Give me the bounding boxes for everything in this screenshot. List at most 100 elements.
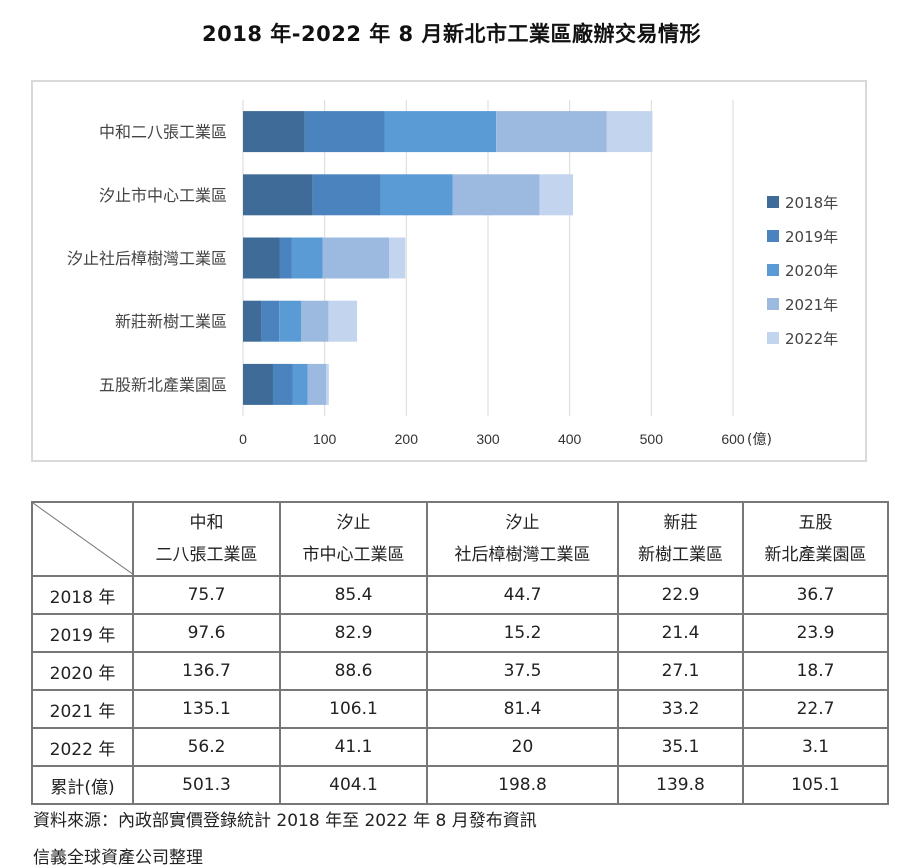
table-cell: 18.7 <box>742 651 889 691</box>
table-cell: 3.1 <box>742 727 889 767</box>
legend-swatch <box>767 196 779 208</box>
bar-segment <box>328 300 358 342</box>
legend-label: 2019年 <box>785 228 838 246</box>
table-cell: 136.7 <box>132 651 281 691</box>
x-tick-label: 300 <box>476 431 500 447</box>
legend-swatch <box>767 230 779 242</box>
legend-label: 2022年 <box>785 330 838 348</box>
category-label: 五股新北產業園區 <box>99 375 227 394</box>
row-label: 累計(億) <box>31 765 134 805</box>
table-cell: 44.7 <box>426 575 619 615</box>
bar-segment <box>452 174 540 216</box>
table-header-cell: 汐止 社后樟樹灣工業區 <box>426 501 619 577</box>
table-cell: 21.4 <box>617 613 744 653</box>
table-cell: 139.8 <box>617 765 744 805</box>
x-tick-label: 500 <box>640 431 664 447</box>
table-cell: 198.8 <box>426 765 619 805</box>
bar-segment <box>539 174 574 216</box>
legend-swatch <box>767 332 779 344</box>
table-corner-cell <box>31 501 134 577</box>
compiler-note: 信義全球資產公司整理 <box>33 848 203 868</box>
table-header-cell: 中和 二八張工業區 <box>132 501 281 577</box>
category-label: 汐止市中心工業區 <box>99 186 227 205</box>
bar-segment <box>322 237 390 279</box>
bar-segment <box>304 111 385 153</box>
table-header-cell: 五股 新北產業園區 <box>742 501 889 577</box>
table-cell: 23.9 <box>742 613 889 653</box>
table-row: 2021 年 135.1 106.1 81.4 33.2 22.7 <box>31 689 889 729</box>
table-row: 2020 年 136.7 88.6 37.5 27.1 18.7 <box>31 651 889 691</box>
bar-segment <box>243 237 280 279</box>
legend-swatch <box>767 298 779 310</box>
bar-segment <box>243 111 305 153</box>
row-label: 2019 年 <box>31 613 134 653</box>
table-cell: 135.1 <box>132 689 281 729</box>
table-row: 2019 年 97.6 82.9 15.2 21.4 23.9 <box>31 613 889 653</box>
x-tick-label: 200 <box>395 431 419 447</box>
category-label: 中和二八張工業區 <box>99 123 227 142</box>
table-header-row: 中和 二八張工業區 汐止 市中心工業區 汐止 社后樟樹灣工業區 新莊 新樹工業區 五股新… <box>31 501 889 577</box>
table-cell: 35.1 <box>617 727 744 767</box>
legend-swatch <box>767 264 779 276</box>
table-cell: 81.4 <box>426 689 619 729</box>
bar-segment <box>606 111 653 153</box>
x-tick-label: 100 <box>313 431 337 447</box>
bar-segment <box>291 237 323 279</box>
legend-label: 2018年 <box>785 194 838 212</box>
bar-segment <box>243 300 262 342</box>
diagonal-line <box>33 503 134 575</box>
category-label: 汐止社后樟樹灣工業區 <box>67 249 227 268</box>
bar-segment <box>389 237 406 279</box>
table-cell: 97.6 <box>132 613 281 653</box>
table-cell: 82.9 <box>279 613 428 653</box>
row-label: 2018 年 <box>31 575 134 615</box>
data-table: 中和 二八張工業區 汐止 市中心工業區 汐止 社后樟樹灣工業區 新莊 新樹工業區 五股新… <box>31 501 889 805</box>
table-cell: 37.5 <box>426 651 619 691</box>
table-header-cell: 汐止 市中心工業區 <box>279 501 428 577</box>
table-cell: 22.7 <box>742 689 889 729</box>
table-header-cell: 新莊 新樹工業區 <box>617 501 744 577</box>
table-cell: 33.2 <box>617 689 744 729</box>
bar-segment <box>384 111 497 153</box>
row-label: 2022 年 <box>31 727 134 767</box>
source-note: 資料來源：內政部實價登錄統計 2018 年至 2022 年 8 月發布資訊 <box>33 811 537 831</box>
bar-segment <box>326 363 329 405</box>
table-row: 2022 年 56.2 41.1 20 35.1 3.1 <box>31 727 889 767</box>
x-tick-label: 600 <box>721 431 745 447</box>
table-cell: 404.1 <box>279 765 428 805</box>
row-label: 2020 年 <box>31 651 134 691</box>
table-cell: 75.7 <box>132 575 281 615</box>
table-cell: 105.1 <box>742 765 889 805</box>
bar-segment <box>380 174 453 216</box>
table-cell: 88.6 <box>279 651 428 691</box>
bar-segment <box>312 174 381 216</box>
x-tick-label: 400 <box>558 431 582 447</box>
bar-segment <box>243 174 313 216</box>
bar-segment <box>301 300 329 342</box>
x-tick-label: 0 <box>239 431 247 447</box>
category-label: 新莊新樹工業區 <box>115 312 227 331</box>
x-unit-label: (億) <box>747 432 772 448</box>
bar-segment <box>243 363 273 405</box>
bar-segment <box>292 363 308 405</box>
table-cell: 27.1 <box>617 651 744 691</box>
bar-segment <box>279 300 302 342</box>
stacked-bar-chart: 0 100 200 300 400 500 600 (億) 中和二八張工業區汐止市中心工業區汐止… <box>67 100 838 448</box>
table-cell: 501.3 <box>132 765 281 805</box>
legend-label: 2021年 <box>785 296 838 314</box>
table-cell: 22.9 <box>617 575 744 615</box>
legend-label: 2020年 <box>785 262 838 280</box>
bar-segment <box>496 111 607 153</box>
bar-segment <box>307 363 327 405</box>
row-label: 2021 年 <box>31 689 134 729</box>
table-cell: 85.4 <box>279 575 428 615</box>
table-cell: 56.2 <box>132 727 281 767</box>
table-row: 2018 年 75.7 85.4 44.7 22.9 36.7 <box>31 575 889 615</box>
table-cell: 36.7 <box>742 575 889 615</box>
table-cell: 15.2 <box>426 613 619 653</box>
bar-segment <box>261 300 280 342</box>
chart-title: 2018 年-2022 年 8 月新北市工業區廠辦交易情形 <box>202 22 701 46</box>
bar-segment <box>279 237 292 279</box>
table-cell: 41.1 <box>279 727 428 767</box>
table-cell: 20 <box>426 727 619 767</box>
